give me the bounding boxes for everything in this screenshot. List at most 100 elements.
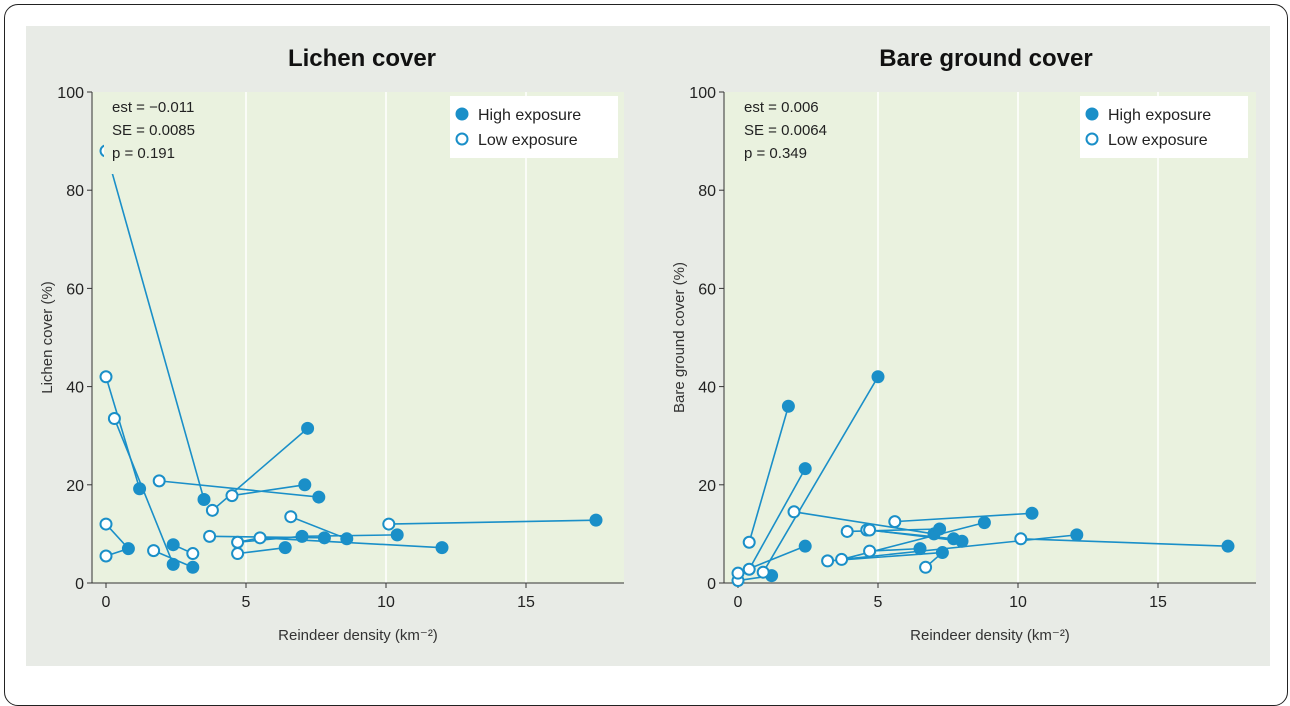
low-exposure-point <box>99 370 113 384</box>
x-tick-label: 5 <box>242 594 251 611</box>
low-exposure-point <box>863 544 877 558</box>
high-exposure-point <box>798 462 812 476</box>
low-exposure-point <box>787 505 801 519</box>
low-exposure-point <box>1014 532 1028 546</box>
y-tick-label: 20 <box>66 478 84 495</box>
high-exposure-point <box>166 538 180 552</box>
x-tick-label: 5 <box>874 594 883 611</box>
high-exposure-point <box>133 482 147 496</box>
low-exposure-point <box>253 531 267 545</box>
high-exposure-point <box>340 532 354 546</box>
legend-box <box>1080 96 1248 158</box>
high-exposure-point <box>1025 506 1039 520</box>
stat-line: est = −0.011 <box>112 99 194 116</box>
connection-line <box>237 546 286 555</box>
x-axis-label: Reindeer density (km⁻²) <box>910 627 1070 644</box>
high-exposure-point <box>186 560 200 574</box>
x-axis-label: Reindeer density (km⁻²) <box>278 627 438 644</box>
high-exposure-point <box>933 522 947 536</box>
y-tick-label: 40 <box>698 380 716 397</box>
low-exposure-point <box>919 560 933 574</box>
x-tick-label: 0 <box>734 594 743 611</box>
stats-box <box>736 94 876 174</box>
connection-line <box>237 535 303 544</box>
y-tick-label: 0 <box>75 576 84 593</box>
legend-low-marker <box>1085 132 1099 146</box>
low-exposure-point <box>186 547 200 561</box>
high-exposure-point <box>435 541 449 555</box>
high-exposure-point <box>955 534 969 548</box>
y-tick-label: 40 <box>66 380 84 397</box>
stat-line: est = 0.006 <box>744 99 819 116</box>
chart-1: 0 5 10 15 0 20 40 60 80 100 Lichen cover Reindeer d… <box>39 45 624 644</box>
x-tick-label: 10 <box>1009 594 1027 611</box>
x-tick-label: 0 <box>102 594 111 611</box>
y-tick-label: 100 <box>689 85 716 102</box>
y-tick-label: 20 <box>698 478 716 495</box>
x-tick-label: 10 <box>377 594 395 611</box>
low-exposure-point <box>107 412 121 426</box>
low-exposure-point <box>731 566 745 580</box>
connection-line <box>894 512 1033 523</box>
high-exposure-point <box>589 513 603 527</box>
low-exposure-point <box>863 523 877 537</box>
connection-line <box>105 376 141 489</box>
high-exposure-point <box>298 478 312 492</box>
connection-line <box>869 529 963 543</box>
low-exposure-point <box>225 489 239 503</box>
high-exposure-point <box>301 421 315 435</box>
legend-high-marker <box>455 107 469 121</box>
low-exposure-point <box>147 544 161 558</box>
connection-line <box>105 150 205 500</box>
stats-box <box>104 94 244 174</box>
low-exposure-point <box>99 549 113 563</box>
low-exposure-point <box>203 529 217 543</box>
low-exposure-point <box>835 552 849 566</box>
high-exposure-point <box>121 542 135 556</box>
stat-line: SE = 0.0064 <box>744 122 827 139</box>
high-exposure-point <box>935 546 949 560</box>
connection-line <box>748 406 790 543</box>
low-exposure-point <box>821 554 835 568</box>
low-exposure-point <box>888 515 902 529</box>
legend-label: Low exposure <box>478 132 578 149</box>
y-tick-label: 60 <box>66 281 84 298</box>
stat-line: p = 0.349 <box>744 145 807 162</box>
connection-line <box>388 519 597 525</box>
legend-label: High exposure <box>478 107 581 124</box>
low-exposure-point <box>231 535 245 549</box>
low-exposure-point <box>284 510 298 524</box>
low-exposure-point <box>742 562 756 576</box>
stat-line: SE = 0.0085 <box>112 122 195 139</box>
stat-line: p = 0.191 <box>112 145 175 162</box>
low-exposure-point <box>382 517 396 531</box>
high-exposure-point <box>977 516 991 530</box>
legend-low-marker <box>455 132 469 146</box>
high-exposure-point <box>278 541 292 555</box>
connection-line <box>748 468 806 570</box>
y-tick-label: 80 <box>698 183 716 200</box>
y-tick-label: 60 <box>698 281 716 298</box>
high-exposure-point <box>781 399 795 413</box>
y-axis-label: Lichen cover (%) <box>39 281 56 394</box>
high-exposure-point <box>1221 539 1235 553</box>
high-exposure-point <box>390 528 404 542</box>
high-exposure-point <box>798 539 812 553</box>
high-exposure-point <box>312 490 326 504</box>
connection-line <box>1020 538 1229 547</box>
high-exposure-point <box>1070 528 1084 542</box>
low-exposure-point <box>152 474 166 488</box>
high-exposure-point <box>295 529 309 543</box>
connection-line <box>231 484 305 497</box>
low-exposure-point <box>742 535 756 549</box>
chart-title: Bare ground cover <box>879 45 1092 72</box>
high-exposure-point <box>197 493 211 507</box>
legend-high-marker <box>1085 107 1099 121</box>
chart-title: Lichen cover <box>288 45 436 72</box>
connection-line <box>762 376 879 573</box>
y-axis-label: Bare ground cover (%) <box>671 262 688 413</box>
y-tick-label: 0 <box>707 576 716 593</box>
low-exposure-point <box>231 547 245 561</box>
low-exposure-point <box>840 524 854 538</box>
